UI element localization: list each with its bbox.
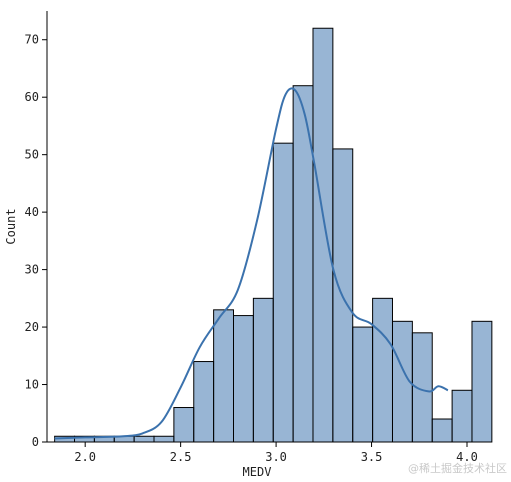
histogram-bars bbox=[54, 27, 493, 443]
x-tick-label: 3.5 bbox=[361, 450, 383, 464]
y-tick-label: 30 bbox=[25, 263, 39, 277]
kde-line bbox=[54, 87, 449, 440]
histogram-bar bbox=[173, 407, 195, 443]
x-tick-label: 2.0 bbox=[74, 450, 96, 464]
histogram-bar bbox=[133, 435, 155, 443]
histogram-bar bbox=[471, 320, 493, 443]
x-axis-ticks: 2.0 2.5 3.0 3.5 4.0 bbox=[74, 442, 478, 464]
histogram-bar bbox=[272, 142, 294, 443]
x-axis-label: MEDV bbox=[243, 465, 272, 479]
x-tick-label: 3.0 bbox=[265, 450, 287, 464]
histogram-bar bbox=[312, 27, 334, 443]
y-tick-label: 60 bbox=[25, 90, 39, 104]
y-tick-label: 10 bbox=[25, 378, 39, 392]
watermark: @稀土掘金技术社区 bbox=[408, 462, 507, 475]
histogram-bar bbox=[372, 297, 393, 443]
x-tick-label: 2.5 bbox=[170, 450, 192, 464]
histogram-bar bbox=[252, 297, 274, 443]
y-tick-label: 20 bbox=[25, 320, 39, 334]
histogram-bar bbox=[431, 418, 453, 443]
y-tick-label: 50 bbox=[25, 148, 39, 162]
histogram-bar bbox=[153, 435, 175, 443]
histogram-bar bbox=[451, 389, 473, 443]
y-tick-label: 0 bbox=[32, 435, 39, 449]
y-axis-ticks: 0 10 20 30 40 50 60 70 bbox=[25, 33, 47, 449]
histogram-bar bbox=[232, 315, 254, 443]
y-tick-label: 40 bbox=[25, 205, 39, 219]
x-tick-label: 4.0 bbox=[456, 450, 478, 464]
histogram-bar bbox=[352, 326, 374, 443]
y-tick-label: 70 bbox=[25, 33, 39, 47]
histogram-bar bbox=[213, 309, 234, 443]
y-axis-label: Count bbox=[4, 208, 18, 244]
histogram-bar bbox=[193, 361, 215, 443]
